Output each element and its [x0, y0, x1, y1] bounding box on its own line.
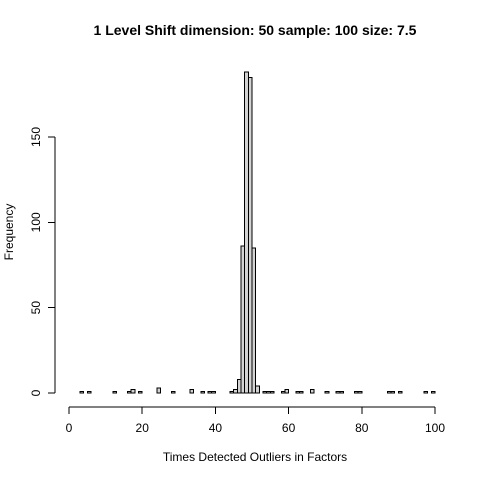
- histogram-bar: [269, 390, 275, 394]
- histogram-bar: [339, 390, 344, 394]
- y-tick-label: 50: [29, 301, 43, 315]
- histogram-bar: [390, 390, 396, 394]
- histogram-bar: [310, 389, 315, 394]
- histogram-bar: [229, 390, 235, 394]
- histogram-bar: [423, 390, 429, 394]
- x-tick-label: 0: [66, 421, 73, 435]
- histogram-bar: [207, 390, 213, 394]
- chart-title: 1 Level Shift dimension: 50 sample: 100 …: [94, 22, 417, 38]
- histogram-bar: [353, 390, 359, 394]
- histogram-bar: [189, 389, 194, 394]
- x-axis: 0 20 40 60 80 100: [66, 406, 445, 435]
- x-tick-label: 60: [282, 421, 296, 435]
- histogram-bar: [138, 390, 143, 394]
- x-tick-label: 80: [355, 421, 369, 435]
- x-tick-label: 100: [425, 421, 445, 435]
- histogram-bar: [233, 389, 238, 394]
- histogram-bar: [170, 390, 176, 394]
- x-tick-label: 20: [136, 421, 150, 435]
- histogram-bar: [247, 76, 253, 394]
- histogram-bar: [324, 390, 330, 394]
- histogram-bar: [86, 390, 92, 394]
- y-tick-label: 0: [29, 389, 43, 396]
- x-tick-label: 40: [209, 421, 223, 435]
- histogram-bar: [79, 390, 85, 394]
- histogram-bar: [156, 387, 161, 394]
- y-tick-label: 100: [29, 212, 43, 232]
- histogram-bar: [284, 389, 290, 394]
- histogram-bar: [236, 378, 242, 394]
- histogram-bar: [255, 385, 260, 394]
- histogram-bar: [200, 390, 205, 394]
- y-tick-label: 150: [29, 127, 43, 147]
- histogram-bar: [430, 390, 436, 394]
- histogram-bar: [130, 389, 136, 394]
- x-axis-label: Times Detected Outliers in Factors: [163, 450, 347, 464]
- histogram-bar: [251, 247, 257, 394]
- histogram-bar: [280, 390, 286, 394]
- y-axis: 0 50 100 150: [29, 127, 56, 396]
- histogram-bar: [386, 390, 392, 394]
- y-axis-label: Frequency: [2, 204, 16, 261]
- histogram-bar: [262, 390, 268, 394]
- histogram-bar: [240, 245, 246, 394]
- histogram-bar: [397, 390, 403, 394]
- histogram-bar: [266, 390, 271, 394]
- bars-group: [79, 71, 436, 394]
- histogram-bar: [295, 390, 301, 394]
- histogram-bar: [244, 71, 249, 394]
- histogram-bar: [335, 390, 341, 394]
- histogram-bar: [211, 390, 216, 394]
- histogram-bar: [112, 390, 118, 394]
- histogram-bar: [299, 390, 304, 394]
- histogram-bar: [127, 390, 132, 394]
- histogram-bar: [357, 390, 363, 394]
